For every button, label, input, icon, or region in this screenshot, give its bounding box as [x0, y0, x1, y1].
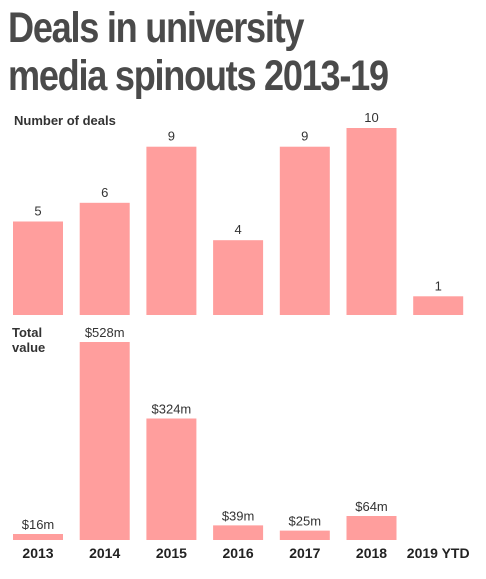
category-label: 2017: [289, 545, 320, 561]
deals-value-label: 1: [435, 278, 442, 293]
value-value-label: $16m: [22, 517, 55, 532]
deals-value-label: 4: [234, 222, 241, 237]
deals-bar-2014: [79, 202, 130, 315]
deals-chart: Number of deals 5 6 9 4 9 10 1: [13, 110, 464, 315]
deals-bar-2017: [279, 146, 330, 315]
deals-value-label: 5: [34, 204, 41, 219]
category-label: 2013: [22, 545, 53, 561]
deals-axis-label: Number of deals: [14, 113, 116, 128]
value-bar-2014: [79, 342, 130, 540]
deals-value-label: 10: [364, 110, 378, 125]
value-bar-2016: [213, 525, 264, 540]
value-axis-label-line-1: Total: [12, 325, 42, 340]
value-bar-2017: [279, 530, 330, 540]
value-value-label: $64m: [355, 499, 388, 514]
value-chart: Total value $16m $528m $324m $39m $25m $64m: [12, 325, 397, 540]
category-label: 2016: [223, 545, 254, 561]
value-bar-2013: [13, 534, 63, 540]
category-label: 2018: [356, 545, 387, 561]
deals-value-label: 9: [168, 129, 175, 144]
value-axis-label-line-2: value: [12, 340, 45, 355]
category-axis: 2013 2014 2015 2016 2017 2018 2019 YTD: [22, 545, 469, 561]
deals-bar-2013: [13, 221, 63, 315]
deals-bar-2015: [146, 146, 197, 315]
category-label: 2014: [89, 545, 120, 561]
deals-bar-2019-ytd: [413, 296, 464, 315]
value-value-label: $39m: [222, 508, 255, 523]
deals-bar-2016: [213, 240, 264, 315]
chart-title: Deals in university media spinouts 2013-…: [8, 4, 403, 100]
deals-value-label: 6: [101, 185, 108, 200]
chart-title-line-2: media spinouts 2013-19: [8, 52, 389, 100]
value-value-label: $528m: [85, 325, 125, 340]
deals-value-label: 9: [301, 129, 308, 144]
value-bar-2015: [146, 418, 197, 540]
chart-title-line-1: Deals in university: [8, 4, 305, 52]
value-bar-2018: [346, 516, 397, 540]
deals-bar-2018: [346, 128, 397, 315]
category-label: 2019 YTD: [407, 545, 470, 561]
value-value-label: $324m: [152, 402, 192, 417]
category-label: 2015: [156, 545, 187, 561]
value-value-label: $25m: [289, 514, 322, 529]
